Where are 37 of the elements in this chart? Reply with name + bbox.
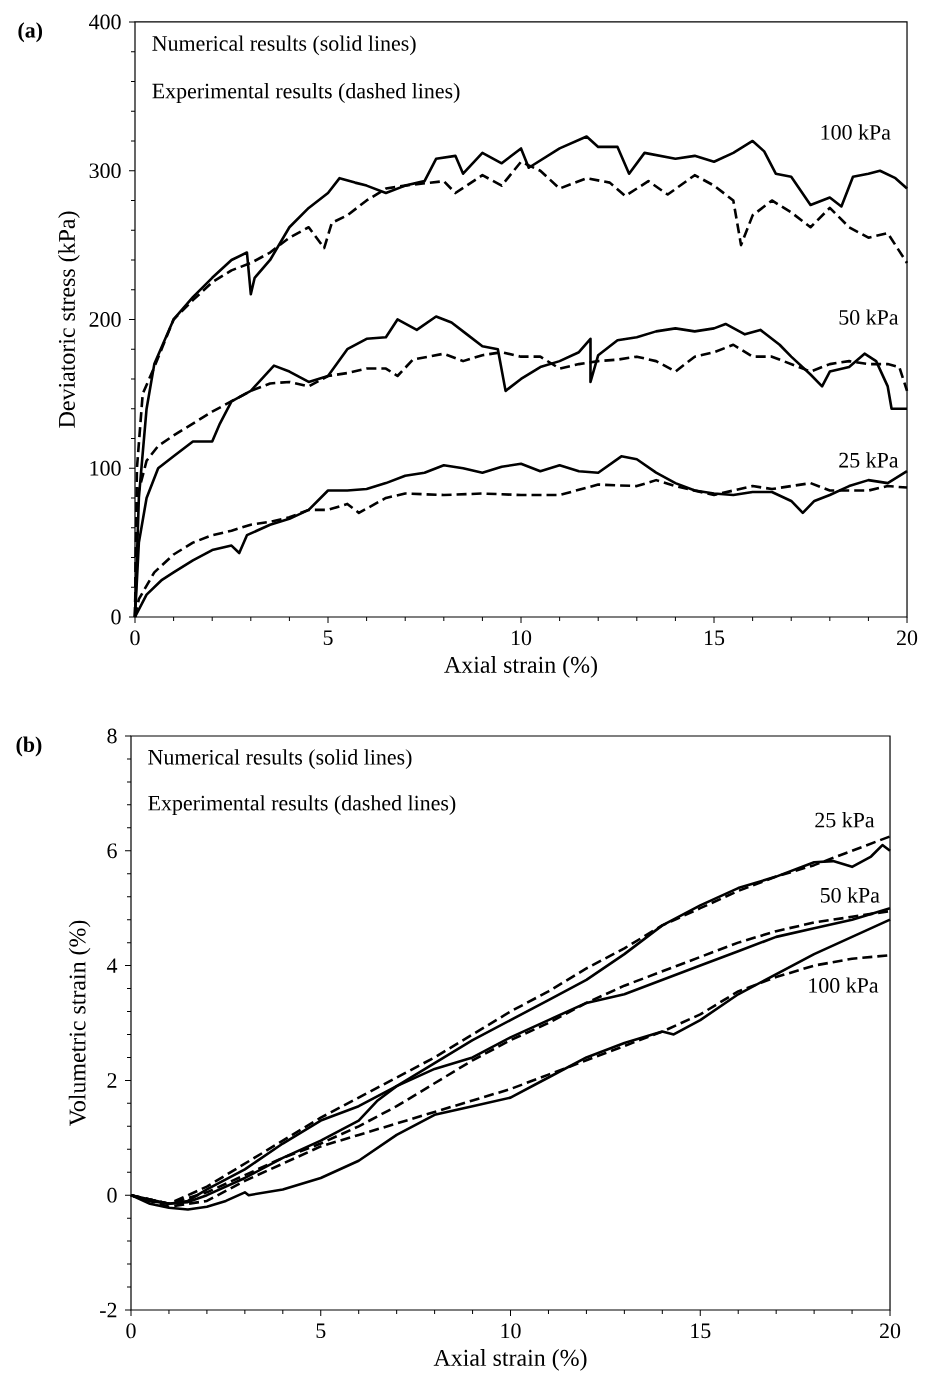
x-tick-label: 5 <box>323 630 333 646</box>
y-tick-label: 0 <box>111 609 121 625</box>
x-tick-label: 0 <box>126 1323 136 1339</box>
annotation: 50 kPa <box>839 309 899 325</box>
y-tick-label: 400 <box>89 14 121 30</box>
y-tick-label: 300 <box>89 163 121 179</box>
y-axis-title: Volumetric strain (%) <box>68 920 91 1127</box>
annotation: 25 kPa <box>815 812 875 828</box>
x-tick-label: 15 <box>691 1323 711 1339</box>
y-tick-label: 8 <box>107 728 117 744</box>
y-axis-title: Deviatoric stress (kPa) <box>58 211 80 428</box>
chart-title: (b) <box>16 736 42 757</box>
x-tick-label: 10 <box>501 1323 521 1339</box>
annotation: Experimental results (dashed lines) <box>152 83 460 103</box>
y-tick-label: 0 <box>107 1187 117 1203</box>
x-tick-label: 15 <box>704 630 725 646</box>
y-tick-label: 200 <box>89 312 121 327</box>
annotation: Numerical results (solid lines) <box>148 749 412 770</box>
x-tick-label: 0 <box>130 630 140 646</box>
y-tick-label: 6 <box>107 843 117 859</box>
y-tick-label: 4 <box>106 958 118 973</box>
x-tick-label: 20 <box>897 630 918 646</box>
annotation: 25 kPa <box>839 452 899 468</box>
annotation: Experimental results (dashed lines) <box>148 795 456 816</box>
x-tick-label: 20 <box>880 1323 901 1339</box>
annotation: 50 kPa <box>820 887 880 903</box>
x-axis-title: Axial strain (%) <box>444 656 597 678</box>
chart-title: (a) <box>18 22 43 43</box>
x-tick-label: 5 <box>316 1323 326 1339</box>
x-axis-title: Axial strain (%) <box>433 1349 587 1371</box>
y-tick-label: -2 <box>100 1302 117 1318</box>
y-tick-label: 2 <box>107 1073 117 1088</box>
y-tick-label: 100 <box>90 460 121 476</box>
annotation: 100 kPa <box>809 977 879 993</box>
annotation: Numerical results (solid lines) <box>152 35 416 56</box>
annotation: 100 kPa <box>821 124 891 140</box>
x-tick-label: 10 <box>511 630 532 646</box>
